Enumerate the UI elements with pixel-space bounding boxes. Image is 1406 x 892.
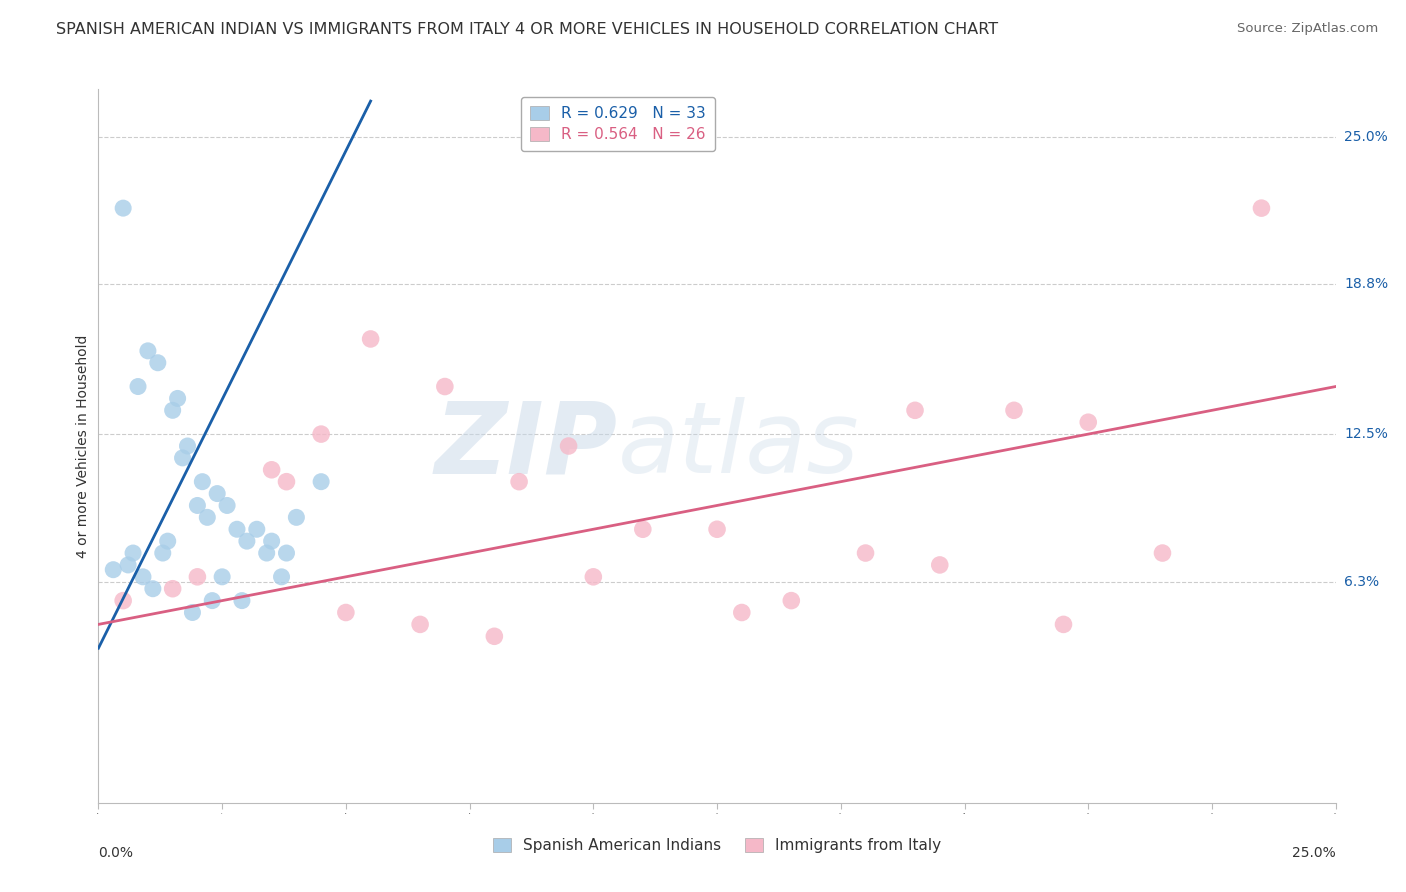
Point [186,499,208,513]
Text: 0.0%: 0.0% [98,846,134,860]
Legend: Spanish American Indians, Immigrants from Italy: Spanish American Indians, Immigrants fro… [486,832,948,859]
Text: Source: ZipAtlas.com: Source: ZipAtlas.com [1237,22,1378,36]
Point [201,593,224,607]
Point [309,475,332,489]
Point [855,546,877,560]
Point [309,427,332,442]
Point [335,606,357,620]
Point [211,570,233,584]
Point [1077,415,1099,429]
Point [195,510,218,524]
Text: 18.8%: 18.8% [1344,277,1388,292]
Point [928,558,950,572]
Point [176,439,198,453]
Point [1152,546,1174,560]
Text: 25.0%: 25.0% [1344,129,1388,144]
Text: 25.0%: 25.0% [1292,846,1336,860]
Point [508,475,530,489]
Point [260,463,283,477]
Point [142,582,165,596]
Point [112,593,135,607]
Point [731,606,754,620]
Point [136,343,159,358]
Point [181,606,204,620]
Point [1250,201,1272,215]
Point [285,510,308,524]
Text: SPANISH AMERICAN INDIAN VS IMMIGRANTS FROM ITALY 4 OR MORE VEHICLES IN HOUSEHOLD: SPANISH AMERICAN INDIAN VS IMMIGRANTS FR… [56,22,998,37]
Point [172,450,194,465]
Point [146,356,169,370]
Point [706,522,728,536]
Point [156,534,179,549]
Point [904,403,927,417]
Point [246,522,269,536]
Text: 12.5%: 12.5% [1344,427,1388,442]
Point [162,403,184,417]
Point [132,570,155,584]
Point [191,475,214,489]
Y-axis label: 4 or more Vehicles in Household: 4 or more Vehicles in Household [76,334,90,558]
Point [103,563,125,577]
Point [557,439,579,453]
Point [433,379,456,393]
Point [1002,403,1025,417]
Point [1052,617,1074,632]
Point [112,201,135,215]
Point [217,499,239,513]
Point [631,522,654,536]
Point [166,392,188,406]
Point [409,617,432,632]
Text: ZIP: ZIP [434,398,619,494]
Point [236,534,259,549]
Point [260,534,283,549]
Point [780,593,803,607]
Point [360,332,382,346]
Point [276,475,298,489]
Point [270,570,292,584]
Point [152,546,174,560]
Point [256,546,278,560]
Point [122,546,145,560]
Point [276,546,298,560]
Point [117,558,139,572]
Point [484,629,506,643]
Point [231,593,253,607]
Point [186,570,208,584]
Point [226,522,249,536]
Point [127,379,149,393]
Point [582,570,605,584]
Point [205,486,228,500]
Text: atlas: atlas [619,398,859,494]
Point [162,582,184,596]
Text: 6.3%: 6.3% [1344,574,1379,589]
